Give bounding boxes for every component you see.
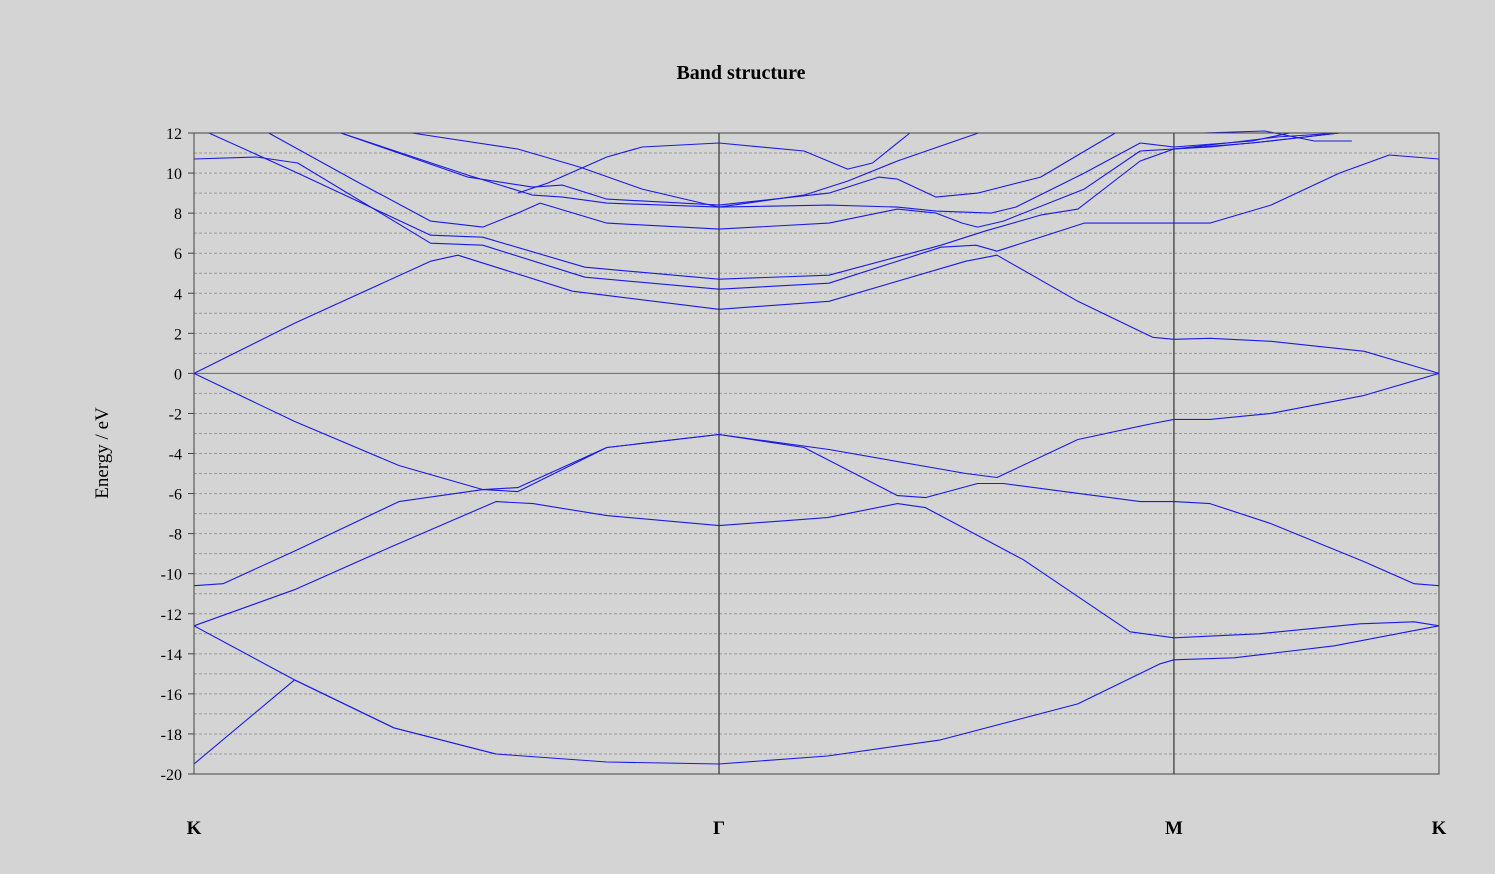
- y-tick-label: -4: [169, 447, 182, 464]
- y-tick-label: -12: [161, 607, 182, 624]
- y-tick-label: 0: [174, 366, 182, 383]
- y-tick-label: -6: [169, 487, 182, 504]
- y-tick-label: -10: [161, 567, 182, 584]
- y-tick-label: -2: [169, 406, 182, 423]
- y-tick-label: -20: [161, 767, 182, 784]
- k-point-dividers: [718, 133, 1175, 774]
- band-line-10: [340, 132, 1290, 214]
- band-line-1: [193, 625, 1440, 765]
- band-line-2: [193, 625, 497, 755]
- y-tick-labels: 12 10 8 6 4 2 0 -2 -4 -6 -8 -10 -12 -14 -16 -18 -20: [161, 126, 194, 784]
- y-tick-label: 8: [174, 206, 182, 223]
- chart-title: Band structure: [676, 62, 805, 84]
- k-point-label: K: [1432, 818, 1447, 839]
- band-line-12: [411, 132, 979, 208]
- y-tick-label: -14: [161, 647, 182, 664]
- band-line-15: [1173, 132, 1340, 150]
- k-point-label: Γ: [713, 818, 725, 839]
- band-line-11: [340, 132, 1116, 206]
- band-line-6: [193, 254, 1440, 374]
- band-line-13: [517, 132, 911, 194]
- k-point-label: K: [187, 818, 202, 839]
- y-tick-label: 4: [174, 286, 182, 303]
- y-axis-label: Energy / eV: [92, 407, 113, 499]
- y-tick-label: 10: [166, 166, 182, 183]
- band-line-3: [193, 501, 1440, 639]
- y-tick-label: -16: [161, 687, 182, 704]
- y-tick-label: 2: [174, 326, 182, 343]
- band-line-4: [193, 433, 1440, 587]
- band-line-5: [193, 372, 1440, 491]
- grid-lines: [194, 152, 1439, 755]
- k-point-label: M: [1165, 818, 1183, 839]
- y-tick-label: -8: [169, 527, 182, 544]
- y-tick-label: 6: [174, 246, 182, 263]
- band-series: [193, 130, 1440, 765]
- y-tick-label: 12: [166, 126, 182, 143]
- y-tick-label: -18: [161, 727, 182, 744]
- band-line-9: [268, 132, 1340, 230]
- band-line-7: [193, 154, 1440, 290]
